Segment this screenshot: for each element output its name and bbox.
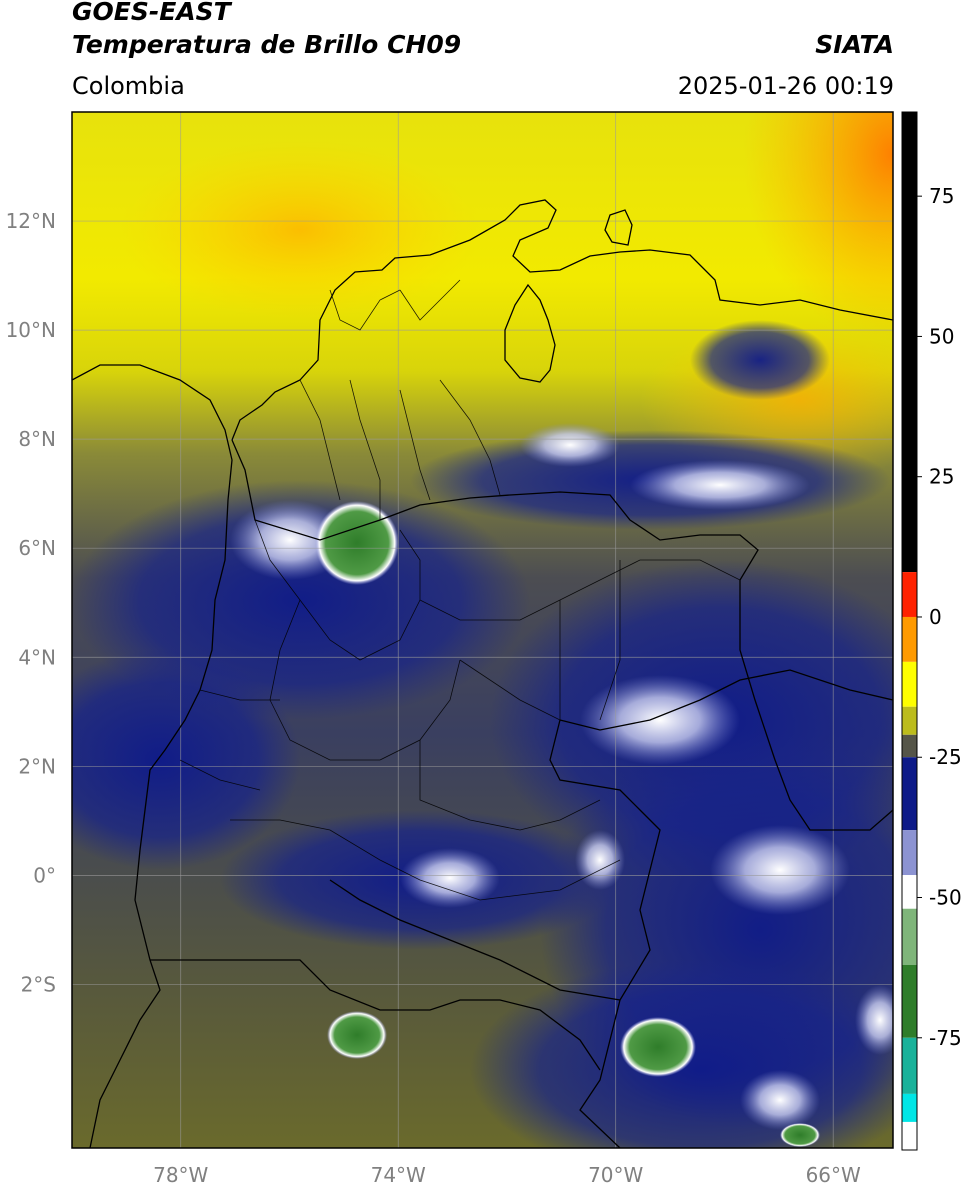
lat-tick-label: 12°N — [6, 209, 56, 233]
region-label: Colombia — [72, 72, 185, 100]
colorbar-segment — [902, 734, 917, 758]
gridlines — [72, 112, 893, 1148]
coastline-pacific — [72, 364, 233, 1148]
lon-tick-label: 78°W — [153, 1163, 208, 1187]
paraguana — [604, 209, 633, 246]
lon-tick-label: 70°W — [588, 1163, 643, 1187]
colorbar-segment — [902, 875, 917, 909]
satellite-imagery — [72, 112, 893, 1148]
colorbar-tick-label: 0 — [929, 605, 942, 629]
colorbar-segment — [902, 112, 917, 573]
lat-tick-label: 0° — [33, 863, 56, 887]
colorbar-segment — [902, 616, 917, 662]
colorbar-segment — [902, 908, 917, 965]
border-colombia-south — [549, 719, 661, 1148]
product-title: Temperatura de Brillo CH09 — [72, 30, 462, 59]
border-peru-east — [329, 879, 621, 1001]
longitude-tick-labels: 78°W 74°W 70°W 66°W — [153, 1163, 861, 1187]
border-colombia — [231, 439, 893, 831]
lat-tick-label: 2°N — [18, 754, 56, 778]
colorbar — [901, 111, 918, 1151]
colorbar-segment — [902, 964, 917, 1038]
colorbar-segment — [902, 706, 917, 735]
colorbar-segment — [902, 1121, 917, 1150]
lat-tick-label: 4°N — [18, 645, 56, 669]
colorbar-segment — [902, 572, 917, 617]
map-frame — [71, 111, 894, 1149]
colorbar-tick-label: 75 — [929, 184, 954, 208]
lat-tick-label: 2°S — [21, 972, 56, 996]
colorbar-tick-label: -75 — [929, 1026, 962, 1050]
lat-tick-label: 10°N — [6, 318, 56, 342]
colorbar-segment — [902, 1037, 917, 1094]
colorbar-tick-label: 50 — [929, 324, 954, 348]
colorbar-frame — [901, 111, 918, 1151]
colorbar-segment — [902, 830, 917, 876]
border-ecuador-peru — [150, 959, 601, 1071]
brand-label: SIATA — [815, 30, 894, 59]
lat-tick-label: 8°N — [18, 427, 56, 451]
timestamp-label: 2025-01-26 00:19 — [677, 72, 894, 100]
lake-maracaibo — [504, 283, 556, 383]
lon-tick-label: 74°W — [371, 1163, 426, 1187]
colorbar-segment — [902, 757, 917, 831]
colorbar-tick-label: -50 — [929, 886, 962, 910]
colorbar-tick-labels: 75 50 25 0 -25 -50 -75 — [917, 184, 962, 1050]
coastline-caribbean — [231, 199, 893, 441]
departments — [179, 279, 741, 901]
colorbar-segment — [902, 661, 917, 707]
borders — [72, 199, 893, 1148]
colorbar-segment — [902, 1093, 917, 1122]
lon-tick-label: 66°W — [806, 1163, 861, 1187]
colorbar-tick-label: 25 — [929, 465, 954, 489]
latitude-tick-labels: 12°N 10°N 8°N 6°N 4°N 2°N 0° 2°S — [6, 209, 56, 996]
border-brazil-venezuela — [559, 669, 893, 731]
lat-tick-label: 6°N — [18, 536, 56, 560]
colorbar-tick-label: -25 — [929, 745, 962, 769]
satellite-title: GOES-EAST — [72, 0, 231, 26]
